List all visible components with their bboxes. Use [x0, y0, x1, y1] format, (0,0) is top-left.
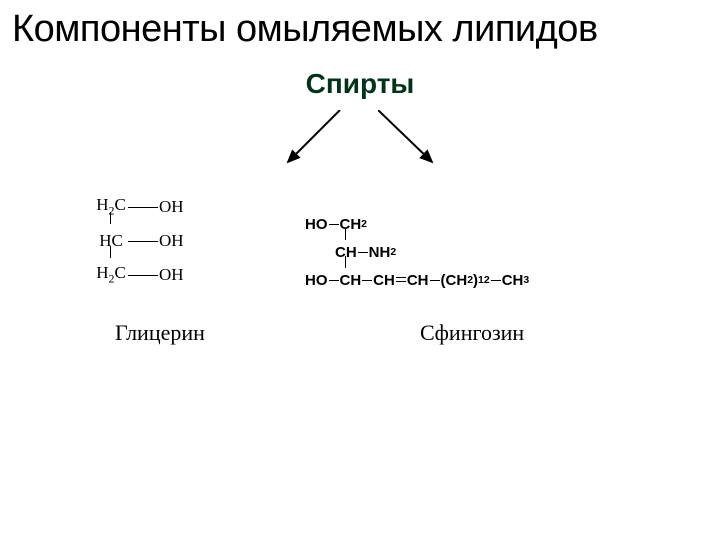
sphingosine-vertical-bonds	[345, 228, 346, 268]
structure-sphingosine: HOCH2 CHNH2 HOCHCHCH(CH2)12CH3	[305, 210, 625, 294]
glycerol-row-3: H2C OH	[95, 258, 235, 292]
subtitle-alcohols: Спирты	[0, 68, 720, 100]
glycerol-row-2: HC OH	[95, 224, 235, 258]
label-sphingosine: Сфингозин	[420, 320, 524, 346]
structure-glycerol: H2C OH HC OH H2C OH	[95, 190, 235, 292]
glycerol-vertical-bonds	[110, 212, 111, 258]
label-glycerol: Глицерин	[115, 320, 205, 346]
glycerol-row-1: H2C OH	[95, 190, 235, 224]
sphingosine-row-2: CHNH2	[305, 238, 625, 266]
arrow-right-icon	[378, 110, 448, 170]
sphingosine-row-3: HOCHCHCH(CH2)12CH3	[305, 266, 625, 294]
page-title: Компоненты омыляемых липидов	[12, 8, 598, 51]
sphingosine-row-1: HOCH2	[305, 210, 625, 238]
arrow-left-icon	[280, 110, 350, 170]
